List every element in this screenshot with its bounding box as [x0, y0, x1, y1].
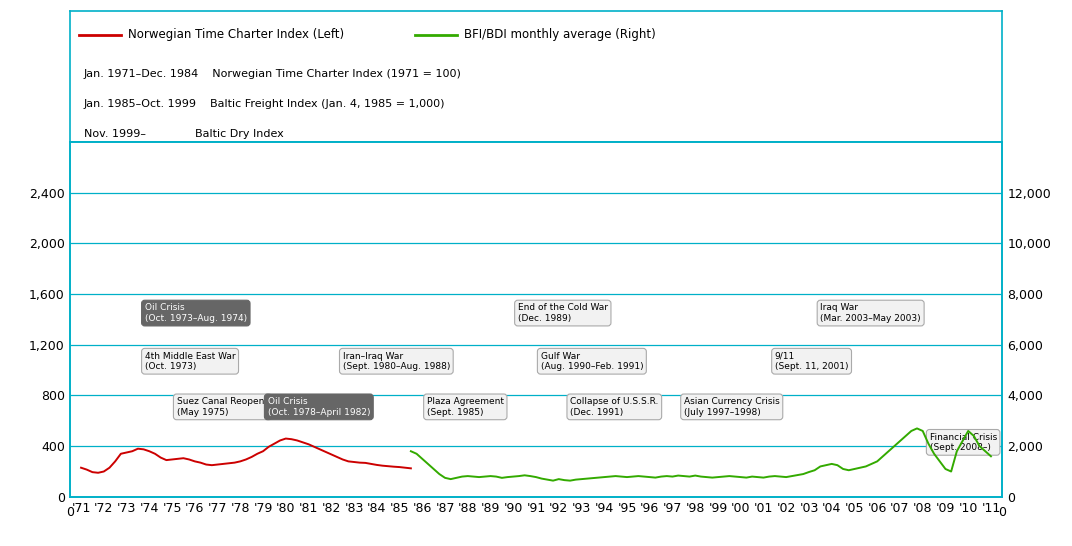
Text: 0: 0 [998, 506, 1007, 519]
Text: Asian Currency Crisis
(July 1997–1998): Asian Currency Crisis (July 1997–1998) [684, 397, 779, 417]
Text: Iraq War
(Mar. 2003–May 2003): Iraq War (Mar. 2003–May 2003) [820, 304, 921, 323]
Text: Norwegian Time Charter Index (Left): Norwegian Time Charter Index (Left) [129, 28, 344, 41]
Text: Oil Crisis
(Oct. 1978–April 1982): Oil Crisis (Oct. 1978–April 1982) [268, 397, 370, 417]
Text: End of the Cold War
(Dec. 1989): End of the Cold War (Dec. 1989) [518, 304, 608, 323]
Text: Oil Crisis
(Oct. 1973–Aug. 1974): Oil Crisis (Oct. 1973–Aug. 1974) [145, 304, 247, 323]
Text: Gulf War
(Aug. 1990–Feb. 1991): Gulf War (Aug. 1990–Feb. 1991) [540, 352, 643, 371]
Text: 9/11
(Sept. 11, 2001): 9/11 (Sept. 11, 2001) [775, 352, 848, 371]
Text: Plaza Agreement
(Sept. 1985): Plaza Agreement (Sept. 1985) [427, 397, 504, 417]
Text: Collapse of U.S.S.R.
(Dec. 1991): Collapse of U.S.S.R. (Dec. 1991) [570, 397, 658, 417]
Text: Financial Crisis
(Sept. 2008–): Financial Crisis (Sept. 2008–) [929, 432, 997, 452]
Text: 4th Middle East War
(Oct. 1973): 4th Middle East War (Oct. 1973) [145, 352, 236, 371]
Text: 0: 0 [65, 506, 74, 519]
Text: Iran–Iraq War
(Sept. 1980–Aug. 1988): Iran–Iraq War (Sept. 1980–Aug. 1988) [343, 352, 450, 371]
Text: BFI/BDI monthly average (Right): BFI/BDI monthly average (Right) [464, 28, 656, 41]
Text: Nov. 1999–              Baltic Dry Index: Nov. 1999– Baltic Dry Index [84, 129, 283, 139]
Text: Jan. 1971–Dec. 1984    Norwegian Time Charter Index (1971 = 100): Jan. 1971–Dec. 1984 Norwegian Time Chart… [84, 69, 462, 79]
Text: Jan. 1985–Oct. 1999    Baltic Freight Index (Jan. 4, 1985 = 1,000): Jan. 1985–Oct. 1999 Baltic Freight Index… [84, 99, 445, 109]
Text: Suez Canal Reopens
(May 1975): Suez Canal Reopens (May 1975) [177, 397, 269, 417]
